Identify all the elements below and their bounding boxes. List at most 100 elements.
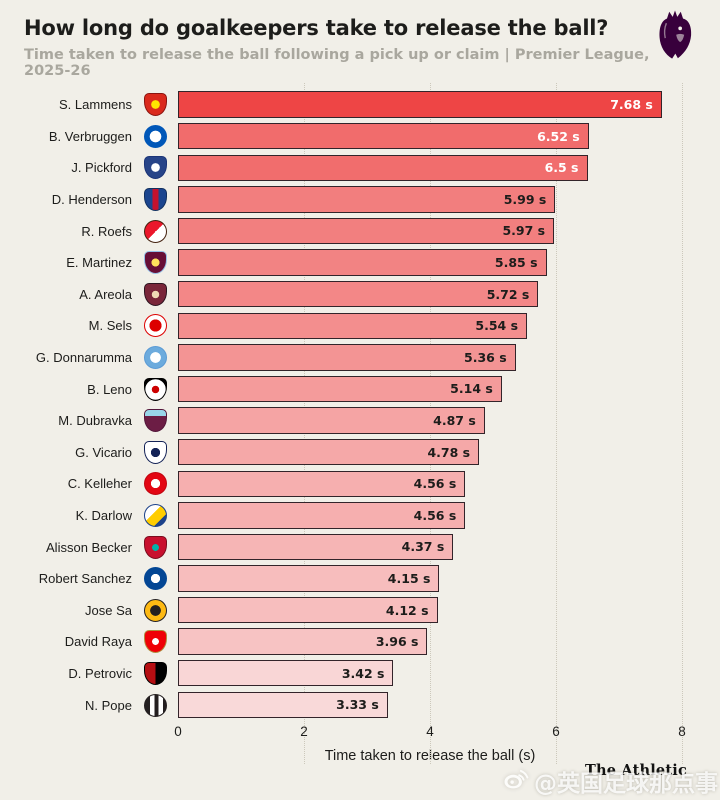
value-bar: 4.15 s — [178, 565, 440, 592]
bar-row: G. Donnarumma 5.36 s — [0, 342, 720, 374]
value-label: 3.96 s — [375, 634, 419, 650]
value-label: 6.5 s — [544, 160, 579, 176]
club-crest-icon-arsenal — [143, 630, 167, 654]
crest-cell — [132, 346, 178, 370]
player-name-label: K. Darlow — [75, 508, 132, 524]
bar-row: M. Dubravka 4.87 s — [0, 405, 720, 437]
crest-cell — [132, 219, 178, 243]
value-label: 5.72 s — [486, 286, 530, 302]
bar-track: 4.87 s — [178, 405, 682, 437]
bar-rows: S. Lammens 7.68 s B. Verbruggen 6.52 s J… — [0, 89, 720, 721]
value-bar: 4.78 s — [178, 438, 480, 466]
value-bar: 5.14 s — [178, 375, 502, 403]
bar-row: D. Henderson 5.99 s — [0, 184, 720, 216]
value-label: 4.78 s — [427, 444, 471, 460]
club-crest-icon-wolverhampton-wanderers — [143, 598, 167, 622]
x-tick-6: 6 — [552, 723, 560, 739]
bar-chart: S. Lammens 7.68 s B. Verbruggen 6.52 s J… — [0, 83, 720, 764]
player-name-label: C. Kelleher — [67, 476, 132, 492]
bar-row: Jose Sa 4.12 s — [0, 595, 720, 627]
bar-row: C. Kelleher 4.56 s — [0, 468, 720, 500]
bar-track: 6.52 s — [178, 121, 682, 153]
value-label: 6.52 s — [537, 128, 580, 144]
player-name-label: G. Vicario — [75, 444, 132, 460]
value-label: 5.85 s — [494, 255, 538, 271]
value-bar: 4.12 s — [178, 596, 438, 624]
player-name-label: S. Lammens — [59, 97, 132, 113]
crest-cell — [132, 598, 178, 622]
page-subtitle: Time taken to release the ball following… — [24, 47, 650, 79]
value-bar: 5.54 s — [178, 312, 528, 339]
club-crest-icon-crystal-palace — [143, 188, 167, 212]
club-crest-icon-aston-villa — [143, 251, 167, 275]
player-name-label: R. Roefs — [81, 223, 132, 239]
crest-cell — [132, 472, 178, 496]
bar-row: N. Pope 3.33 s — [0, 689, 720, 721]
value-label: 5.97 s — [502, 223, 546, 239]
player-name-label: G. Donnarumma — [35, 350, 132, 366]
weibo-icon — [503, 766, 530, 796]
x-tick-0: 0 — [174, 723, 182, 739]
bar-row: M. Sels 5.54 s — [0, 310, 720, 342]
bar-row: D. Petrovic 3.42 s — [0, 658, 720, 690]
value-label: 5.36 s — [464, 349, 507, 365]
crest-cell — [132, 440, 178, 464]
value-bar: 5.99 s — [178, 186, 556, 213]
player-name-label: E. Martinez — [66, 255, 132, 271]
club-crest-icon-brighton-hove-albion — [143, 124, 167, 148]
value-label: 3.33 s — [336, 697, 379, 713]
player-name-label: B. Verbruggen — [48, 128, 132, 144]
bar-track: 3.33 s — [178, 689, 682, 721]
bar-track: 4.15 s — [178, 563, 682, 595]
crest-cell — [132, 156, 178, 180]
value-bar: 5.97 s — [178, 217, 555, 245]
player-name-label: M. Sels — [88, 318, 132, 334]
value-label: 4.87 s — [433, 413, 476, 429]
bar-track: 3.42 s — [178, 658, 682, 690]
player-name-label: Jose Sa — [85, 602, 132, 618]
crest-cell — [132, 630, 178, 654]
bar-row: S. Lammens 7.68 s — [0, 89, 720, 121]
crest-cell — [132, 93, 178, 117]
club-crest-icon-manchester-city — [143, 346, 167, 370]
club-crest-icon-brentford — [143, 472, 167, 496]
value-label: 3.42 s — [341, 665, 385, 681]
value-label: 5.99 s — [503, 191, 547, 207]
player-name-label: J. Pickford — [71, 160, 132, 176]
value-label: 5.14 s — [450, 381, 493, 397]
bar-track: 7.68 s — [178, 89, 682, 121]
club-crest-icon-afc-bournemouth — [143, 661, 167, 685]
value-bar: 5.72 s — [178, 280, 539, 308]
value-bar: 7.68 s — [178, 91, 662, 118]
club-crest-icon-liverpool — [143, 535, 167, 559]
bar-track: 4.78 s — [178, 437, 682, 469]
bar-row: J. Pickford 6.5 s — [0, 152, 720, 184]
bar-row: E. Martinez 5.85 s — [0, 247, 720, 279]
bar-row: Robert Sanchez 4.15 s — [0, 563, 720, 595]
crest-cell — [132, 567, 178, 591]
value-bar: 5.36 s — [178, 344, 516, 371]
club-crest-icon-tottenham-hotspur — [143, 440, 167, 464]
club-crest-icon-leeds-united — [143, 504, 167, 528]
club-crest-icon-nottingham-forest — [143, 314, 167, 338]
bar-row: David Raya 3.96 s — [0, 626, 720, 658]
value-bar: 3.96 s — [178, 628, 428, 655]
bar-track: 5.85 s — [178, 247, 682, 279]
club-crest-icon-sunderland — [143, 219, 167, 243]
value-bar: 4.87 s — [178, 407, 485, 434]
value-bar: 4.37 s — [178, 533, 454, 561]
club-crest-icon-burnley — [143, 409, 167, 433]
crest-cell — [132, 314, 178, 338]
bar-track: 4.12 s — [178, 595, 682, 627]
bar-track: 4.37 s — [178, 531, 682, 563]
page-title: How long do goalkeepers take to release … — [24, 16, 609, 40]
player-name-label: David Raya — [64, 634, 132, 650]
player-name-label: N. Pope — [85, 697, 132, 713]
value-label: 4.15 s — [387, 570, 431, 586]
bar-track: 4.56 s — [178, 468, 682, 500]
bar-track: 5.54 s — [178, 310, 682, 342]
bar-row: R. Roefs 5.97 s — [0, 215, 720, 247]
value-bar: 6.52 s — [178, 122, 589, 150]
club-crest-icon-manchester-united — [143, 93, 167, 117]
